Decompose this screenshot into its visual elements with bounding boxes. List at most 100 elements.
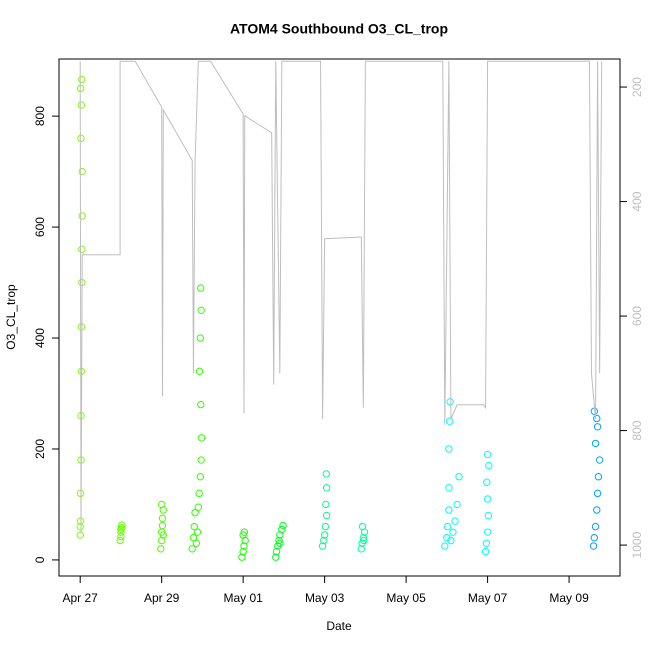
y2-tick-label: 200 xyxy=(630,77,644,97)
data-point xyxy=(441,542,449,550)
data-point xyxy=(78,167,86,176)
data-point xyxy=(455,473,463,481)
data-point xyxy=(78,212,86,220)
data-point xyxy=(321,522,330,531)
y2-tick-label: 1000 xyxy=(630,531,644,558)
data-point xyxy=(194,503,203,511)
data-point xyxy=(481,547,490,556)
data-point xyxy=(238,553,246,561)
data-point xyxy=(322,470,330,478)
x-tick-label: May 01 xyxy=(223,591,263,605)
data-point xyxy=(589,542,598,550)
x-tick-label: May 03 xyxy=(305,591,345,605)
data-point xyxy=(196,473,205,481)
data-point xyxy=(197,284,205,292)
data-point xyxy=(195,367,204,376)
y-tick-label: 400 xyxy=(33,328,47,348)
data-point xyxy=(197,400,205,409)
data-point xyxy=(358,522,367,531)
data-point xyxy=(320,536,328,545)
y-tick-label: 800 xyxy=(33,106,47,126)
pressure-line xyxy=(79,60,603,534)
y2-tick-label: 600 xyxy=(630,306,644,326)
x-tick-label: May 07 xyxy=(468,591,508,605)
data-point xyxy=(322,500,330,509)
data-point xyxy=(594,473,603,481)
data-point xyxy=(357,545,365,553)
data-point xyxy=(117,525,125,534)
data-point xyxy=(322,511,331,520)
data-point xyxy=(590,534,599,542)
data-point xyxy=(445,506,453,514)
data-point xyxy=(483,528,492,536)
data-point xyxy=(593,489,602,498)
data-point xyxy=(276,539,284,547)
data-point xyxy=(447,536,455,545)
data-point xyxy=(359,534,368,542)
data-point xyxy=(272,547,281,556)
data-point xyxy=(593,506,601,514)
x-tick-label: May 09 xyxy=(549,591,589,605)
data-point xyxy=(485,461,493,470)
x-axis-label: Date xyxy=(326,619,352,633)
data-point xyxy=(193,528,202,536)
data-point xyxy=(76,522,84,531)
data-point xyxy=(192,539,200,547)
x-tick-label: Apr 29 xyxy=(144,591,180,605)
y-axis-label: O3_CL_trop xyxy=(4,284,18,350)
data-point xyxy=(483,478,491,486)
data-point xyxy=(483,495,492,503)
data-point xyxy=(449,528,457,536)
data-point xyxy=(591,439,600,448)
data-point xyxy=(191,509,199,517)
data-point xyxy=(78,75,86,84)
data-point xyxy=(197,456,205,464)
data-point xyxy=(591,522,600,531)
data-point xyxy=(116,536,124,545)
data-point xyxy=(118,521,126,529)
data-point xyxy=(240,528,249,536)
data-point xyxy=(278,525,286,534)
data-point xyxy=(453,500,461,509)
data-point xyxy=(77,134,85,143)
data-point xyxy=(190,522,198,531)
data-point xyxy=(445,484,453,492)
data-point xyxy=(279,521,287,530)
data-point xyxy=(451,517,459,525)
data-point xyxy=(446,398,454,406)
data-point xyxy=(482,539,491,547)
data-point xyxy=(446,417,454,425)
data-point xyxy=(240,542,248,550)
data-point xyxy=(484,511,493,520)
data-point xyxy=(445,445,453,453)
data-point xyxy=(195,489,203,498)
data-point xyxy=(117,532,125,541)
data-point xyxy=(77,101,86,109)
data-point xyxy=(322,484,331,492)
data-point xyxy=(593,414,601,423)
data-point xyxy=(196,334,205,342)
data-point xyxy=(593,423,602,431)
data-point xyxy=(197,306,205,314)
data-point xyxy=(483,450,492,459)
data-point xyxy=(158,521,167,530)
data-point xyxy=(78,245,86,253)
data-point xyxy=(188,545,196,553)
data-point xyxy=(157,500,166,509)
data-point xyxy=(239,547,247,556)
data-point xyxy=(197,434,206,442)
data-point xyxy=(76,531,84,539)
chart-title: ATOM4 Southbound O3_CL_trop xyxy=(230,21,448,37)
data-point xyxy=(360,536,368,545)
y-tick-label: 0 xyxy=(33,556,47,563)
data-point xyxy=(272,553,280,561)
y2-tick-label: 800 xyxy=(630,420,644,440)
x-tick-label: Apr 27 xyxy=(63,591,99,605)
x-tick-label: May 05 xyxy=(386,591,426,605)
data-point xyxy=(595,456,604,464)
y-tick-label: 600 xyxy=(33,217,47,237)
data-point xyxy=(318,542,327,550)
data-point xyxy=(443,522,452,531)
